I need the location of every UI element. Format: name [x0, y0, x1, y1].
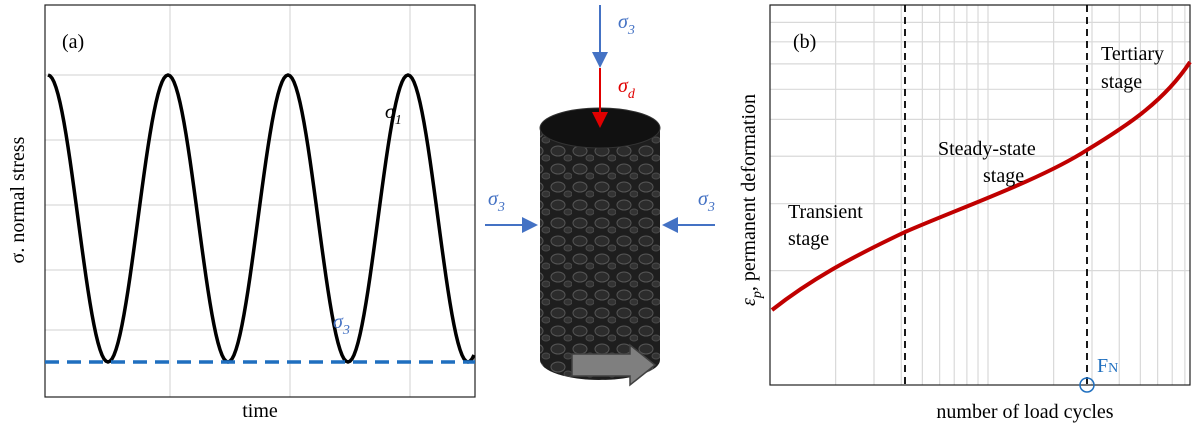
cylinder [540, 128, 660, 380]
panel-b: FN (b) Transient stage Steady-state stag… [738, 4, 1192, 423]
right-load-label: σ3 [698, 188, 715, 215]
flow-arrow [571, 343, 657, 387]
stage-label: Steady-state [938, 138, 1036, 160]
deviator-label: σd [618, 75, 636, 102]
sigma-3-label: σ3 [333, 311, 350, 338]
frame [44, 4, 476, 398]
specimen: σ3 σd σ3 σ3 [485, 5, 715, 387]
y-label: εp, permanent deformation [738, 94, 765, 306]
fn-marker [1079, 377, 1095, 393]
x-label: number of load cycles [936, 401, 1113, 423]
sigma-1-curve [47, 73, 476, 364]
panel-label: (a) [62, 31, 84, 53]
stage-label: stage [1101, 71, 1142, 93]
stage-label: Tertiary [1101, 43, 1164, 65]
x-label: time [242, 400, 278, 422]
deformation-curve [770, 60, 1192, 312]
panel-label: (b) [793, 31, 816, 53]
stage-label: stage [788, 228, 829, 250]
stage-label: Transient [788, 201, 863, 223]
stage-label: stage [983, 165, 1024, 187]
frame [769, 4, 1191, 386]
y-label: σ. normal stress [7, 136, 29, 263]
fn-label: FN [1097, 355, 1118, 377]
top-load-label: σ3 [618, 11, 635, 38]
panel-a: (a) σ1 σ3 time σ. normal stress [7, 4, 476, 422]
sigma-1-label: σ1 [385, 101, 402, 128]
left-load-label: σ3 [488, 188, 505, 215]
